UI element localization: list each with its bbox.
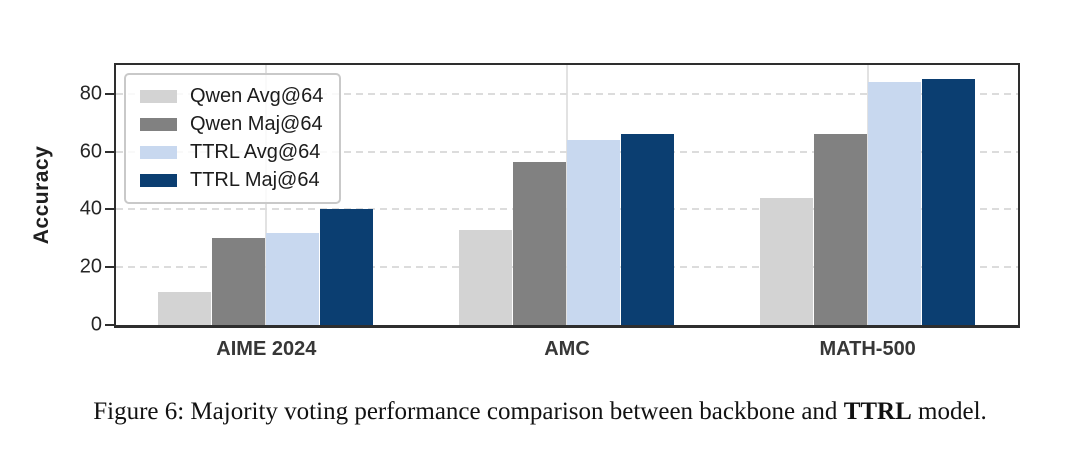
y-tick-label-40: 40 [79,197,102,220]
legend-label: TTRL Avg@64 [190,141,321,163]
bar-group-amc [459,134,675,325]
x-tick-label-aime-2024: AIME 2024 [216,338,317,360]
y-tick-label-0: 0 [90,313,102,336]
plot-area: Qwen Avg@64 Qwen Maj@64 TTRL Avg@64 TTRL Ma… [114,63,1020,328]
plot-inner [116,65,1018,325]
bar-ttrl-avg-64-math-500 [867,82,921,325]
bar-group-math-500 [759,79,976,325]
bar-qwen-maj-64-math-500 [813,134,867,325]
bar-qwen-avg-64-aime-2024 [158,291,212,325]
legend-label: TTRL Maj@64 [190,169,320,191]
y-tick-mark-0 [105,324,114,326]
y-tick-label-20: 20 [79,255,102,278]
bar-qwen-maj-64-amc [513,161,566,325]
legend-swatch-qwen-avg-64 [140,90,177,103]
x-tick-label-amc: AMC [544,338,590,360]
caption-text-suffix: model. [911,398,987,425]
bar-qwen-avg-64-math-500 [759,197,813,325]
bar-group-aime-2024 [158,209,374,325]
bar-ttrl-maj-64-math-500 [921,79,975,325]
legend-swatch-qwen-maj-64 [140,118,177,131]
legend-item-ttrl-avg-64: TTRL Avg@64 [140,141,323,164]
bar-qwen-avg-64-amc [459,229,512,325]
y-tick-mark-80 [105,92,114,95]
y-tick-label-80: 80 [79,82,102,105]
bar-ttrl-maj-64-aime-2024 [320,209,374,325]
legend-item-qwen-maj-64: Qwen Maj@64 [140,113,323,136]
figure-caption: Figure 6: Majority voting performance co… [0,396,1080,427]
caption-ttrl-bold: TTRL [843,398,912,425]
legend-item-ttrl-maj-64: TTRL Maj@64 [140,169,323,192]
y-tick-mark-60 [105,150,114,153]
gridline-h-80 [116,92,1018,95]
legend: Qwen Avg@64 Qwen Maj@64 TTRL Avg@64 TTRL Ma… [124,73,342,204]
legend-label: Qwen Maj@64 [190,113,323,135]
y-tick-mark-20 [105,266,114,269]
bar-ttrl-maj-64-amc [621,134,674,325]
caption-text-prefix: Figure 6: Majority voting performance co… [93,398,844,425]
x-tick-label-math-500: MATH-500 [819,338,916,360]
bar-qwen-maj-64-aime-2024 [212,238,266,325]
y-tick-label-60: 60 [79,140,102,163]
legend-swatch-ttrl-avg-64 [140,146,177,159]
bar-ttrl-avg-64-amc [567,140,620,325]
legend-label: Qwen Avg@64 [190,85,324,107]
bar-ttrl-avg-64-aime-2024 [266,232,320,325]
y-tick-mark-40 [105,208,114,211]
legend-swatch-ttrl-maj-64 [140,174,177,187]
legend-item-qwen-avg-64: Qwen Avg@64 [140,85,323,108]
